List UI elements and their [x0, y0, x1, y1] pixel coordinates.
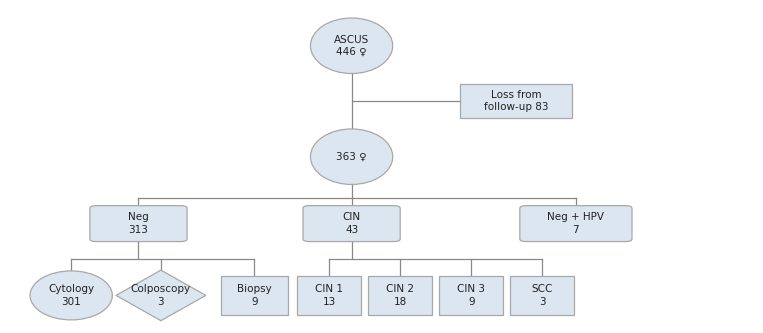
Text: CIN 1: CIN 1 — [315, 284, 343, 294]
Text: follow-up 83: follow-up 83 — [484, 103, 549, 113]
FancyBboxPatch shape — [221, 276, 288, 315]
FancyBboxPatch shape — [439, 276, 503, 315]
FancyBboxPatch shape — [460, 84, 572, 118]
FancyBboxPatch shape — [369, 276, 432, 315]
Text: Biopsy: Biopsy — [237, 284, 272, 294]
Text: 301: 301 — [61, 297, 81, 307]
Text: 313: 313 — [128, 225, 149, 235]
Text: SCC: SCC — [532, 284, 553, 294]
Text: Neg + HPV: Neg + HPV — [547, 212, 604, 222]
Text: Cytology: Cytology — [48, 284, 95, 294]
Ellipse shape — [311, 129, 393, 184]
Text: Neg: Neg — [128, 212, 149, 222]
Text: ASCUS: ASCUS — [334, 35, 369, 45]
Text: 9: 9 — [251, 297, 258, 307]
Text: 13: 13 — [323, 297, 336, 307]
Text: 18: 18 — [394, 297, 407, 307]
Text: Loss from: Loss from — [491, 90, 542, 100]
FancyBboxPatch shape — [298, 276, 361, 315]
Text: CIN 2: CIN 2 — [386, 284, 414, 294]
Ellipse shape — [30, 271, 112, 320]
Text: 7: 7 — [572, 225, 579, 235]
Text: Colposcopy: Colposcopy — [130, 284, 191, 294]
Text: 43: 43 — [345, 225, 358, 235]
Text: 446 ♀: 446 ♀ — [336, 47, 367, 57]
Text: 3: 3 — [539, 297, 546, 307]
FancyBboxPatch shape — [90, 206, 187, 241]
Text: 9: 9 — [468, 297, 475, 307]
FancyBboxPatch shape — [510, 276, 574, 315]
Ellipse shape — [311, 18, 393, 74]
Text: 3: 3 — [158, 297, 164, 307]
Text: CIN 3: CIN 3 — [457, 284, 485, 294]
Text: 363 ♀: 363 ♀ — [336, 152, 367, 162]
Polygon shape — [116, 270, 206, 321]
Text: CIN: CIN — [343, 212, 361, 222]
FancyBboxPatch shape — [303, 206, 401, 241]
FancyBboxPatch shape — [520, 206, 632, 241]
